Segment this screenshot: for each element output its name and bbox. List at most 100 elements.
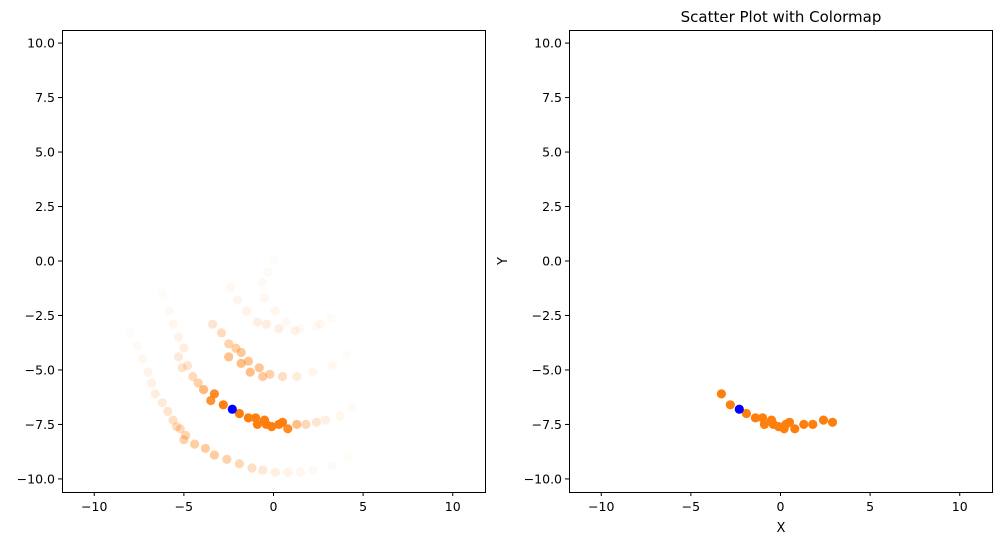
left-scatter-point-s0-70 — [157, 398, 167, 408]
left-scatter-point-s0-32 — [328, 361, 338, 371]
right-y-tick-label: 2.5 — [542, 199, 562, 214]
left-scatter-point-s0-86 — [295, 467, 305, 477]
right-scatter-point-s0-16 — [779, 424, 789, 434]
right-scatter-point-s0-3 — [750, 413, 761, 423]
left-scatter-point-s0-12 — [252, 317, 262, 327]
left-scatter-point-s0-72 — [168, 415, 178, 425]
left-scatter-point-s0-26 — [254, 363, 264, 373]
right-y-tick-label: 0.0 — [542, 254, 562, 269]
left-scatter-point-s0-87 — [308, 465, 318, 475]
left-scatter-point-s0-47 — [218, 400, 228, 410]
left-y-tick-label: 2.5 — [35, 199, 55, 214]
right-x-tick-label: −5 — [682, 499, 700, 514]
left-scatter-point-s0-31 — [308, 367, 318, 377]
left-scatter-point-s0-37 — [173, 332, 184, 342]
left-scatter-point-s0-2 — [258, 278, 268, 288]
right-y-tick-label: 7.5 — [542, 90, 562, 105]
left-y-axis: −10.0 −7.5 −5.0 −2.5 0.0 2.5 5.0 7.5 10.0 — [17, 36, 62, 486]
left-scatter-point-s0-76 — [179, 435, 189, 445]
left-scatter-point-s0-24 — [224, 352, 234, 362]
right-x-tick-label: 10 — [952, 499, 968, 514]
left-scatter-point-s0-35 — [164, 306, 175, 316]
left-scatter-point-s0-61 — [320, 415, 331, 425]
left-scatter-point-s0-64 — [126, 328, 135, 337]
left-scatter-panel: −10 −5 0 5 10 −10.0 −7.5 −5.0 −2.5 0.0 2.5 5.0 7.5 1… — [17, 30, 486, 514]
right-scatter-panel: Scatter Plot with Colormap −10 −5 0 5 10 −10… — [496, 8, 993, 536]
left-scatter-point-s0-71 — [163, 406, 173, 416]
left-scatter-point-s0-27 — [258, 371, 268, 382]
left-scatter-point-s0-39 — [173, 352, 184, 362]
left-scatter-point-s0-69 — [150, 389, 160, 399]
left-scatter-point-s0-81 — [234, 459, 244, 469]
left-scatter-point-s0-59 — [301, 419, 311, 429]
right-y-axis-label: Y — [496, 257, 511, 266]
left-scatter-point-s0-11 — [242, 306, 252, 316]
right-y-tick-label: −7.5 — [532, 417, 562, 432]
right-x-axis: −10 −5 0 5 10 — [588, 492, 968, 514]
left-x-tick-label: 5 — [359, 499, 367, 514]
left-y-tick-label: −5.0 — [25, 362, 55, 377]
left-scatter-point-s0-30 — [292, 371, 302, 382]
left-scatter-point-s0-62 — [335, 411, 345, 421]
right-y-tick-label: −5.0 — [532, 362, 562, 377]
right-scatter-point-s1-0 — [734, 404, 744, 414]
left-scatter-point-s0-74 — [172, 422, 182, 432]
right-scatter-point-s0-10 — [784, 417, 795, 427]
left-scatter-point-s0-9 — [225, 282, 236, 292]
left-scatter-point-s0-13 — [261, 319, 271, 329]
right-y-tick-label: −10.0 — [524, 471, 562, 486]
left-scatter-point-s0-10 — [233, 295, 243, 305]
left-y-tick-label: 0.0 — [35, 254, 55, 269]
left-scatter-point-s0-6 — [295, 324, 305, 334]
left-scatter-point-s0-21 — [236, 347, 246, 358]
right-scatter-point-s0-14 — [818, 415, 829, 425]
left-scatter-point-s0-29 — [277, 371, 288, 382]
left-scatter-point-s0-83 — [258, 465, 268, 475]
left-scatter-point-s0-36 — [168, 319, 178, 329]
left-scatter-point-s0-82 — [247, 463, 257, 473]
right-scatter-point-s0-13 — [808, 419, 818, 429]
right-scatter-point-s0-5 — [759, 419, 770, 429]
left-scatter-point-s0-54 — [267, 422, 277, 432]
left-x-tick-label: 0 — [270, 499, 278, 514]
left-scatter-point-s0-43 — [193, 378, 203, 388]
left-scatter-point-s0-34 — [158, 289, 167, 298]
left-scatter-point-s0-25 — [236, 358, 246, 368]
left-scatter-point-s0-1 — [263, 267, 273, 277]
left-scatter-point-s0-49 — [243, 413, 253, 423]
left-scatter-point-s0-63 — [347, 402, 357, 412]
left-scatter-point-s0-19 — [224, 339, 234, 349]
left-scatter-point-s0-16 — [315, 319, 325, 329]
right-y-tick-label: −2.5 — [532, 308, 562, 323]
left-scatter-point-s0-75 — [181, 430, 191, 440]
left-scatter-point-s0-60 — [311, 417, 322, 427]
left-scatter-point-s0-20 — [231, 343, 241, 353]
left-scatter-point-s0-23 — [245, 367, 255, 377]
left-y-tick-label: −10.0 — [17, 471, 55, 486]
left-x-tick-label: −10 — [81, 499, 107, 514]
left-scatter-point-s0-68 — [147, 378, 157, 388]
left-scatter-point-s0-78 — [200, 443, 210, 453]
left-scatter-point-s0-77 — [190, 439, 200, 449]
right-x-tick-label: 0 — [777, 499, 785, 514]
left-scatter-point-s0-5 — [281, 317, 291, 327]
left-scatter-point-s0-58 — [292, 419, 302, 429]
left-scatter-point-s0-44 — [199, 385, 209, 395]
left-scatter-point-s0-7 — [311, 321, 322, 331]
left-scatter-point-s0-89 — [344, 453, 353, 462]
left-scatter-point-s0-67 — [143, 367, 153, 377]
left-scatter-point-s0-33 — [342, 350, 351, 359]
left-scatter-point-s0-41 — [177, 363, 187, 373]
right-y-tick-label: 5.0 — [542, 145, 562, 160]
left-x-tick-label: 10 — [445, 499, 461, 514]
left-x-axis: −10 −5 0 5 10 — [81, 492, 461, 514]
right-y-axis: −10.0 −7.5 −5.0 −2.5 0.0 2.5 5.0 7.5 10.0 — [524, 36, 569, 486]
left-scatter-point-s0-28 — [265, 369, 275, 379]
left-scatter-point-s0-42 — [188, 371, 198, 382]
right-scatter-point-s0-15 — [827, 417, 838, 427]
left-scatter-point-s0-15 — [290, 326, 300, 336]
left-scatter-point-s0-80 — [222, 454, 232, 464]
right-x-tick-label: −10 — [588, 499, 614, 514]
